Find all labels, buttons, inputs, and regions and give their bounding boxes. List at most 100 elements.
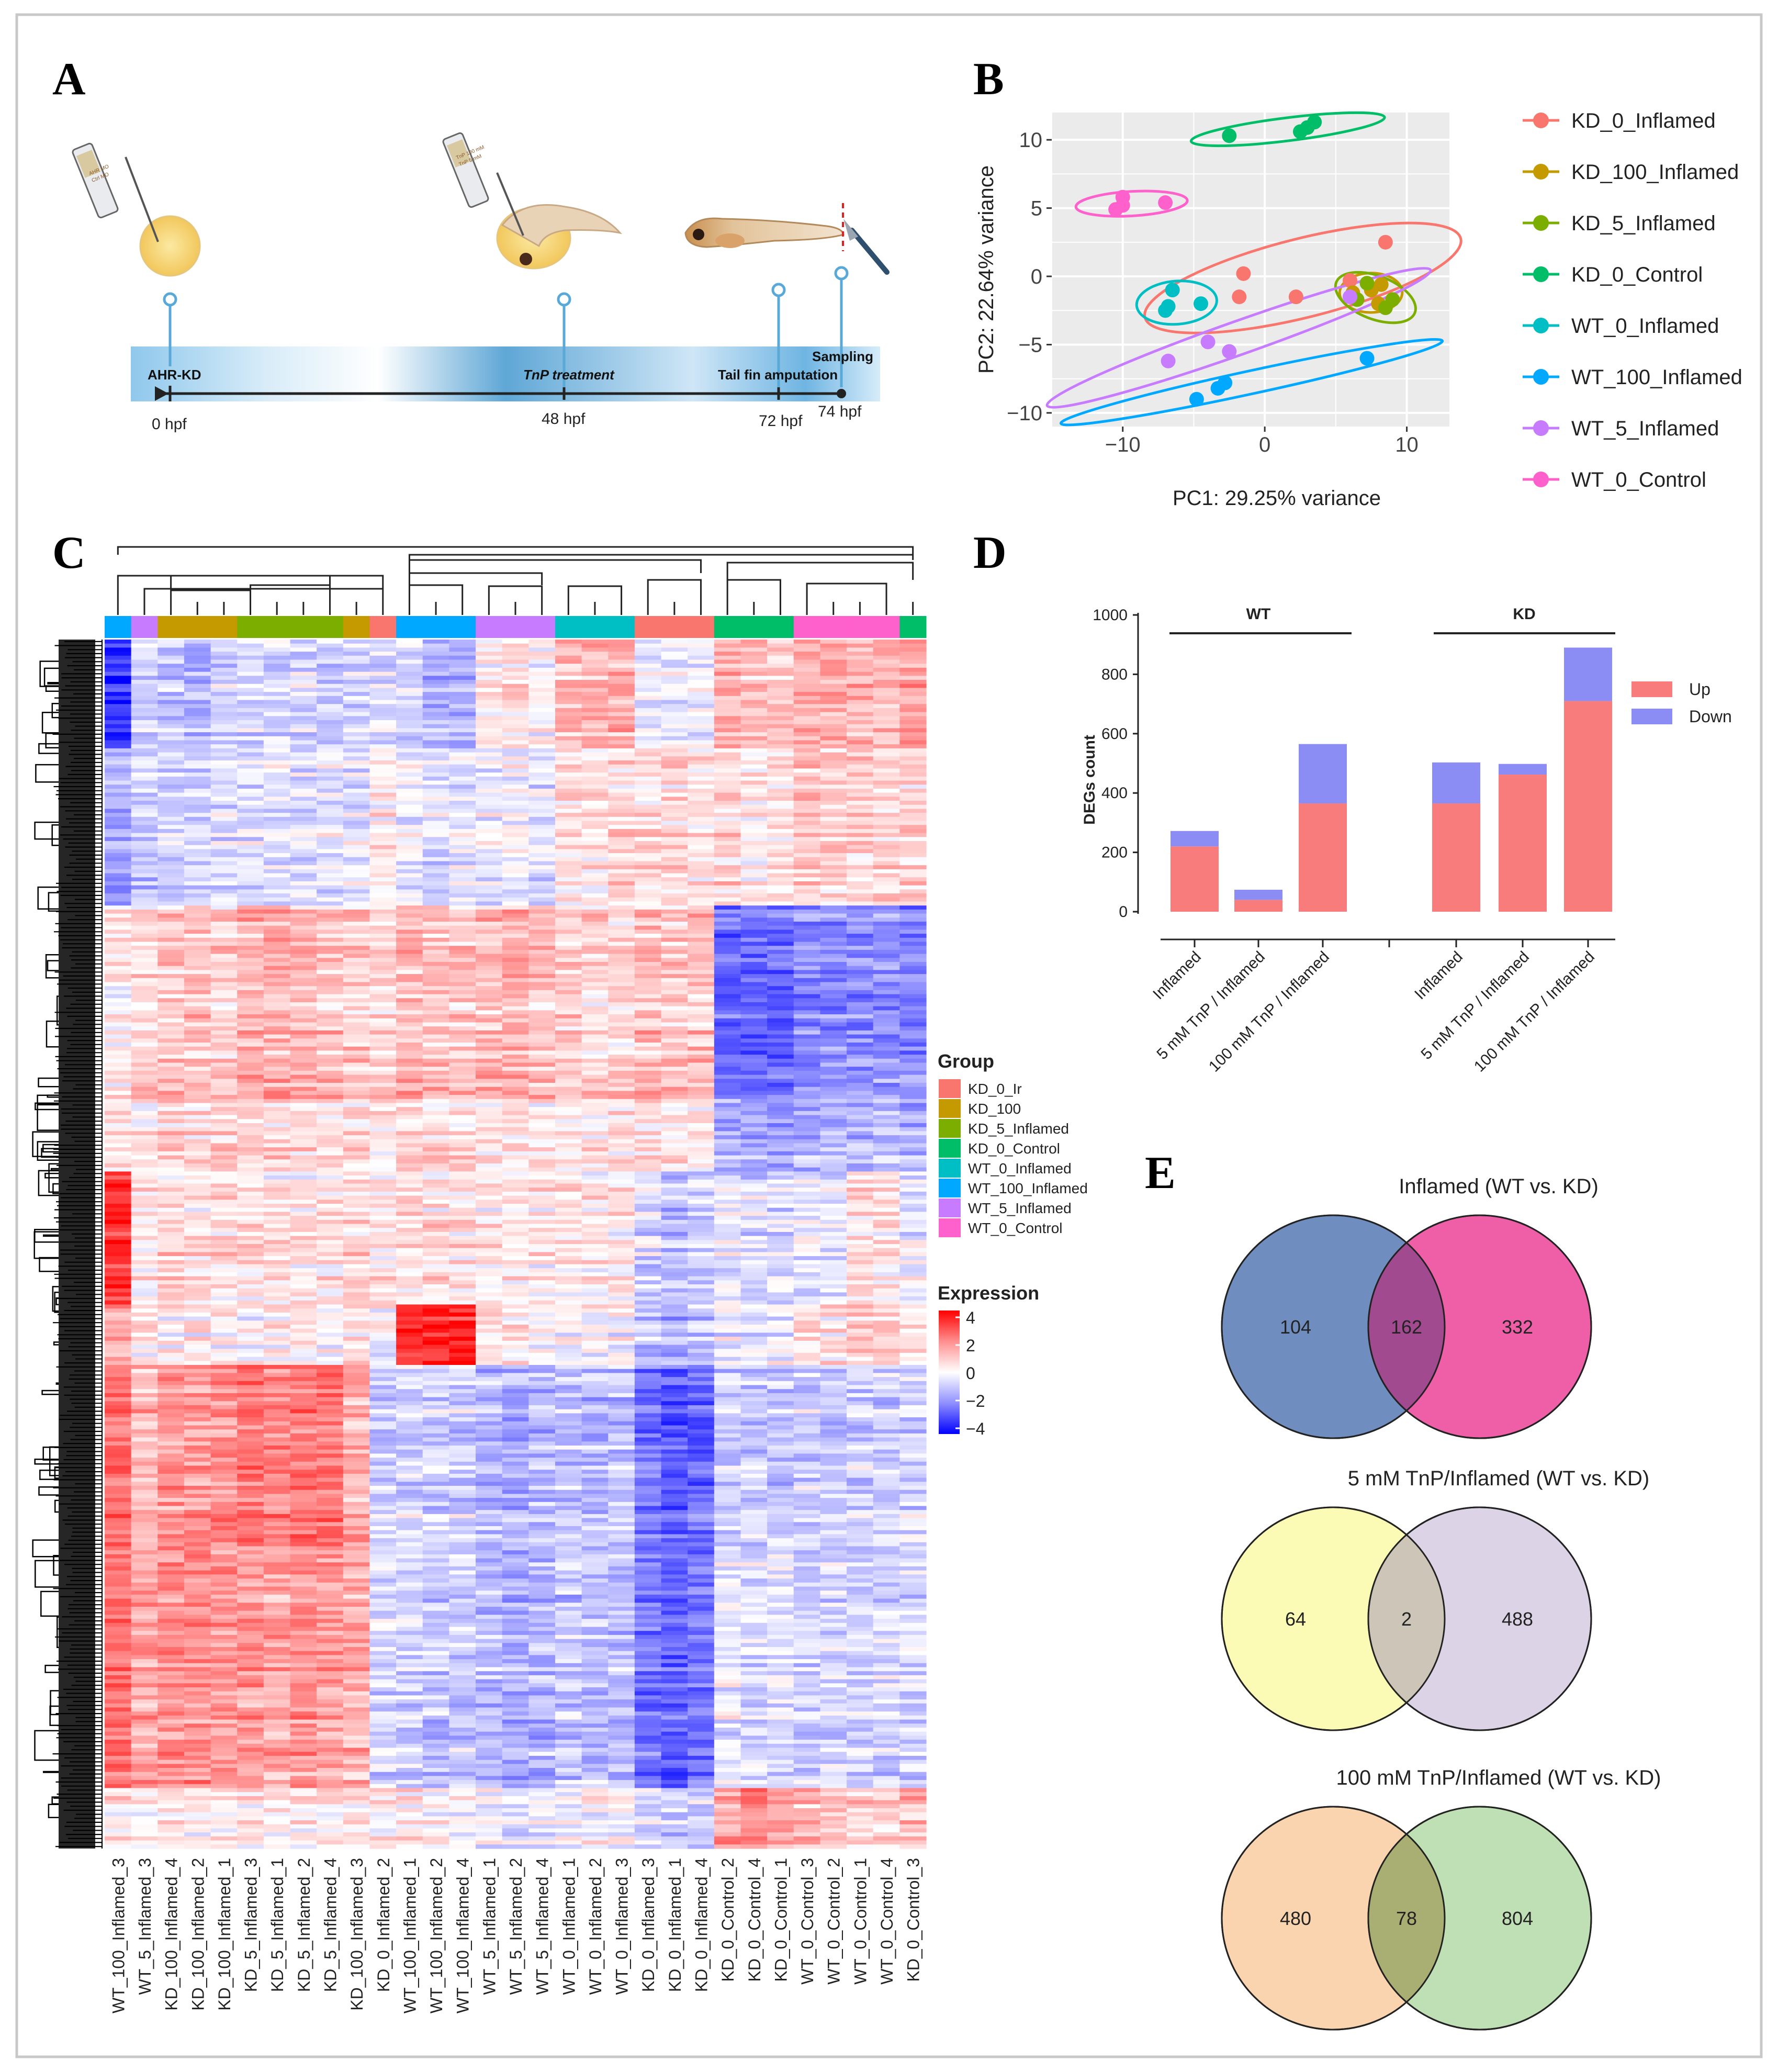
heatmap-cell	[661, 913, 688, 918]
heatmap-cell	[105, 676, 132, 680]
heatmap-cell	[688, 893, 715, 898]
heatmap-cell	[555, 768, 582, 773]
heatmap-cell	[343, 1022, 370, 1027]
heatmap-cell	[396, 659, 423, 664]
heatmap-cell	[237, 877, 264, 882]
heatmap-cell	[899, 816, 927, 822]
heatmap-cell	[740, 1207, 768, 1212]
heatmap-cell	[661, 833, 688, 837]
heatmap-cell	[820, 1151, 847, 1156]
heatmap-cell	[740, 1050, 768, 1055]
heatmap-cell	[396, 688, 423, 692]
heatmap-cell	[157, 1260, 185, 1265]
heatmap-cell	[528, 1155, 556, 1160]
heatmap-cell	[820, 647, 847, 652]
heatmap-cell	[210, 1135, 238, 1140]
heatmap-cell	[131, 922, 158, 926]
heatmap-cell	[899, 1224, 927, 1228]
heatmap-cell	[502, 877, 529, 882]
heatmap-cell	[210, 1050, 238, 1055]
heatmap-cell	[740, 732, 768, 737]
heatmap-cell	[237, 671, 264, 676]
heatmap-cell	[767, 724, 794, 729]
heatmap-cell	[661, 676, 688, 680]
heatmap-cell	[740, 1087, 768, 1091]
heatmap-cell	[317, 1179, 344, 1184]
heatmap-cell	[899, 708, 927, 713]
heatmap-cell	[263, 958, 291, 962]
heatmap-cell	[767, 643, 794, 648]
column-dendrogram	[117, 546, 914, 615]
heatmap-cell	[528, 813, 556, 817]
heatmap-cell	[873, 671, 900, 676]
heatmap-cell	[317, 1219, 344, 1225]
heatmap-cell	[476, 1219, 503, 1225]
heatmap-cell	[873, 937, 900, 943]
heatmap-cell	[608, 1083, 635, 1088]
heatmap-cell	[422, 946, 449, 950]
heatmap-cell	[820, 1139, 847, 1144]
heatmap-cell	[820, 1099, 847, 1104]
heatmap-cell	[873, 1195, 900, 1200]
heatmap-cell	[422, 744, 449, 749]
heatmap-cell	[476, 1034, 503, 1039]
heatmap-cell	[899, 1030, 927, 1035]
heatmap-cell	[820, 776, 847, 781]
heatmap-cell	[661, 909, 688, 914]
heatmap-cell	[343, 881, 370, 886]
heatmap-cell	[688, 1200, 715, 1204]
heatmap-cell	[476, 724, 503, 729]
heatmap-cell	[740, 1175, 768, 1180]
heatmap-cell	[899, 998, 927, 1003]
heatmap-cell	[422, 1212, 449, 1216]
heatmap-cell	[899, 1127, 927, 1132]
heatmap-cell	[899, 1099, 927, 1104]
heatmap-cell	[502, 659, 529, 664]
heatmap-cell	[767, 825, 794, 830]
heatmap-cell	[449, 1231, 476, 1237]
heatmap-cell	[820, 768, 847, 773]
heatmap-cell	[793, 736, 821, 741]
heatmap-cell	[634, 1188, 662, 1192]
heatmap-cell	[688, 1034, 715, 1039]
heatmap-cell	[105, 1123, 132, 1128]
heatmap-cell	[263, 809, 291, 813]
heatmap-cell	[290, 1143, 317, 1148]
heatmap-cell	[740, 667, 768, 673]
heatmap-cell	[237, 998, 264, 1003]
heatmap-cell	[369, 889, 397, 894]
heatmap-cell	[317, 825, 344, 830]
heatmap-cell	[661, 1236, 688, 1240]
heatmap-cell	[210, 797, 238, 801]
heatmap-cell	[820, 1111, 847, 1116]
heatmap-cell	[847, 704, 874, 709]
heatmap-cell	[210, 845, 238, 849]
heatmap-cell	[184, 720, 211, 725]
heatmap-cell	[555, 752, 582, 757]
heatmap-cell	[820, 901, 847, 906]
heatmap-cell	[793, 712, 821, 716]
heatmap-cell	[105, 792, 132, 797]
heatmap-cell	[899, 1163, 927, 1168]
heatmap-cell	[740, 792, 768, 797]
heatmap-cell	[105, 1216, 132, 1220]
heatmap-cell	[820, 821, 847, 825]
heatmap-cell	[688, 853, 715, 858]
heatmap-cell	[767, 1099, 794, 1104]
heatmap-cell	[157, 1026, 185, 1031]
heatmap-cell	[476, 1087, 503, 1091]
heatmap-cell	[740, 768, 768, 773]
heatmap-cell	[608, 1228, 635, 1233]
heatmap-cell	[555, 873, 582, 878]
heatmap-cell	[290, 1163, 317, 1168]
heatmap-cell	[688, 1058, 715, 1063]
heatmap-cell	[581, 1022, 609, 1027]
heatmap-cell	[581, 1002, 609, 1007]
heatmap-cell	[555, 1147, 582, 1152]
heatmap-cell	[793, 1074, 821, 1079]
heatmap-cell	[317, 1163, 344, 1168]
heatmap-cell	[476, 853, 503, 858]
heatmap-cell	[210, 837, 238, 842]
heatmap-cell	[422, 869, 449, 874]
heatmap-cell	[263, 1123, 291, 1128]
